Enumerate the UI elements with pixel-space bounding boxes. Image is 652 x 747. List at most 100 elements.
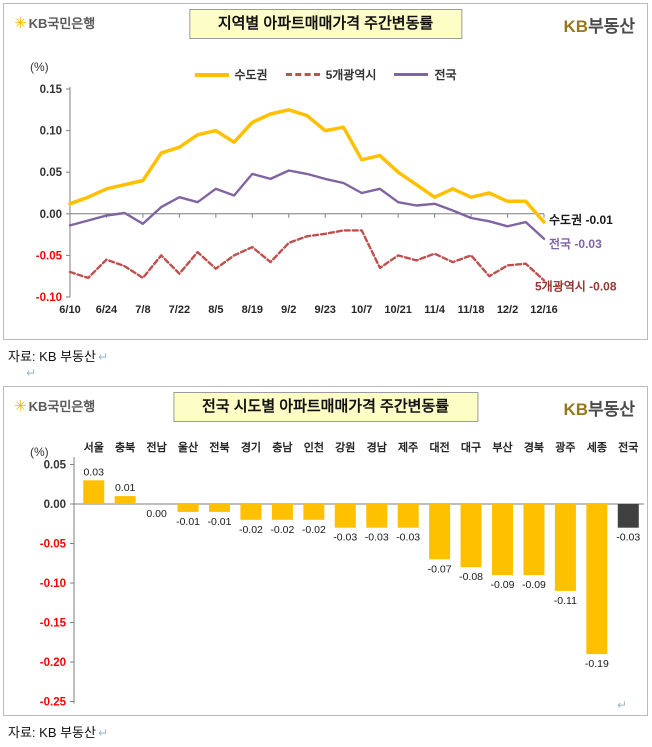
- category-label: 전국: [618, 440, 638, 454]
- value-label: -0.02: [302, 524, 326, 536]
- category-label: 전북: [209, 440, 229, 454]
- chart2-title: 전국 시도별 아파트매매가격 주간변동률: [172, 392, 479, 422]
- bar: [271, 504, 293, 520]
- x-tick-label: 9/2: [281, 304, 296, 316]
- x-tick-label: 11/18: [458, 304, 485, 316]
- x-tick-label: 7/22: [169, 304, 190, 316]
- kb-bank-logo: ✳ KB국민은행: [14, 13, 95, 32]
- bar: [177, 504, 199, 512]
- bar: [240, 504, 262, 520]
- value-label: 0.01: [115, 482, 136, 494]
- province-bar-chart-panel: ✳ KB국민은행 KB부동산 전국 시도별 아파트매매가격 주간변동률 (%) 0…: [3, 386, 648, 716]
- line-series: [68, 169, 546, 241]
- bar: [617, 504, 639, 528]
- bar: [114, 496, 136, 504]
- kb-realty-logo: KB부동산: [564, 12, 635, 37]
- x-tick-label: 8/5: [208, 304, 223, 316]
- category-label: 경남: [367, 440, 387, 454]
- legend-line-sample: [394, 73, 429, 76]
- y-tick-label: -0.05: [40, 539, 67, 551]
- value-label: -0.19: [585, 658, 609, 670]
- paragraph-mark-icon: ↵: [26, 366, 37, 380]
- y-tick-label: -0.05: [36, 250, 63, 262]
- paragraph-mark-icon: ↵: [97, 726, 109, 740]
- kb-realty-logo: KB부동산: [564, 395, 635, 420]
- value-label: -0.07: [428, 563, 452, 575]
- bar: [554, 504, 576, 591]
- line-chart: 0.15 0.10 0.05 0.00 -0.05 -0.106/10 6/24 7/8 7/2…: [36, 84, 617, 316]
- source-note-2: 자료: KB 부동산 ↵: [8, 722, 108, 741]
- bar: [429, 504, 451, 560]
- y-tick-label: -0.15: [40, 618, 67, 630]
- legend-item: 수도권: [194, 66, 268, 83]
- kb-star-icon: ✳: [14, 15, 27, 32]
- value-label: -0.09: [491, 579, 515, 591]
- series-end-label: 전국 -0.03: [549, 236, 602, 251]
- category-label: 서울: [84, 440, 104, 454]
- bar: [460, 504, 482, 568]
- kb-realty-kb-text: KB: [563, 17, 589, 36]
- x-tick-label: 10/7: [351, 304, 372, 316]
- x-tick-label: 12/2: [497, 304, 518, 316]
- kb-realty-name-text: 부동산: [588, 400, 635, 419]
- chart1-title: 지역별 아파트매매가격 주간변동률: [188, 9, 463, 39]
- value-label: -0.01: [208, 516, 232, 528]
- bar: [83, 480, 105, 504]
- y-tick-label: 0.10: [40, 126, 62, 138]
- bar: [492, 504, 513, 576]
- category-label: 부산: [492, 440, 512, 454]
- bar: [586, 504, 608, 655]
- value-label: -0.03: [616, 532, 640, 544]
- bar: [303, 504, 325, 520]
- value-label: -0.11: [554, 595, 577, 607]
- category-label: 경기: [241, 440, 261, 454]
- legend-line-sample: [194, 72, 229, 77]
- value-label: -0.02: [239, 524, 263, 536]
- category-label: 전남: [146, 440, 166, 454]
- y-tick-label: -0.25: [40, 697, 67, 709]
- value-label: 0.00: [146, 508, 167, 520]
- value-label: -0.03: [396, 532, 420, 544]
- bar: [397, 504, 419, 528]
- series-end-label: 5개광역시 -0.08: [535, 278, 617, 293]
- x-tick-label: 12/16: [530, 304, 558, 316]
- kb-realty-kb-text: KB: [563, 400, 589, 419]
- bar: [209, 504, 230, 512]
- x-tick-label: 9/23: [315, 304, 336, 316]
- value-label: 0.03: [84, 466, 105, 478]
- category-label: 충남: [272, 440, 292, 454]
- chart1-unit-label: (%): [30, 60, 49, 74]
- category-label: 울산: [178, 440, 198, 454]
- regional-line-chart-panel: ✳ KB국민은행 KB부동산 지역별 아파트매매가격 주간변동률 수도권 5개광역시…: [3, 3, 648, 340]
- series-end-label: 수도권 -0.01: [549, 213, 613, 227]
- legend-item: 전국: [394, 66, 457, 83]
- category-label: 대구: [461, 440, 481, 454]
- legend-item: 5개광역시: [285, 66, 376, 83]
- kb-realty-name-text: 부동산: [588, 17, 635, 36]
- legend-label: 수도권: [234, 68, 268, 82]
- y-tick-label: -0.10: [36, 292, 62, 304]
- line-series: [68, 108, 546, 224]
- kb-star-icon: ✳: [14, 398, 27, 415]
- paragraph-mark-icon: ↵: [617, 698, 628, 712]
- line-series: [68, 229, 546, 282]
- x-tick-label: 8/19: [242, 304, 263, 316]
- value-label: -0.08: [459, 571, 483, 583]
- kb-bank-name: KB국민은행: [28, 16, 96, 31]
- x-tick-label: 10/21: [384, 304, 412, 316]
- category-label: 강원: [335, 440, 355, 454]
- value-label: -0.01: [176, 516, 200, 528]
- x-tick-label: 6/10: [59, 304, 80, 316]
- y-tick-label: 0.05: [40, 167, 63, 179]
- category-label: 충북: [115, 440, 135, 454]
- y-tick-label: -0.10: [40, 578, 66, 590]
- y-tick-label: -0.20: [40, 657, 66, 669]
- value-label: -0.09: [522, 579, 546, 591]
- chart1-legend: 수도권 5개광역시 전국: [194, 66, 457, 83]
- source-text: 자료: KB 부동산: [8, 725, 96, 740]
- category-label: 광주: [555, 441, 575, 454]
- y-tick-label: 0.05: [44, 460, 67, 472]
- bar: [366, 504, 388, 528]
- y-tick-label: 0.00: [40, 209, 62, 221]
